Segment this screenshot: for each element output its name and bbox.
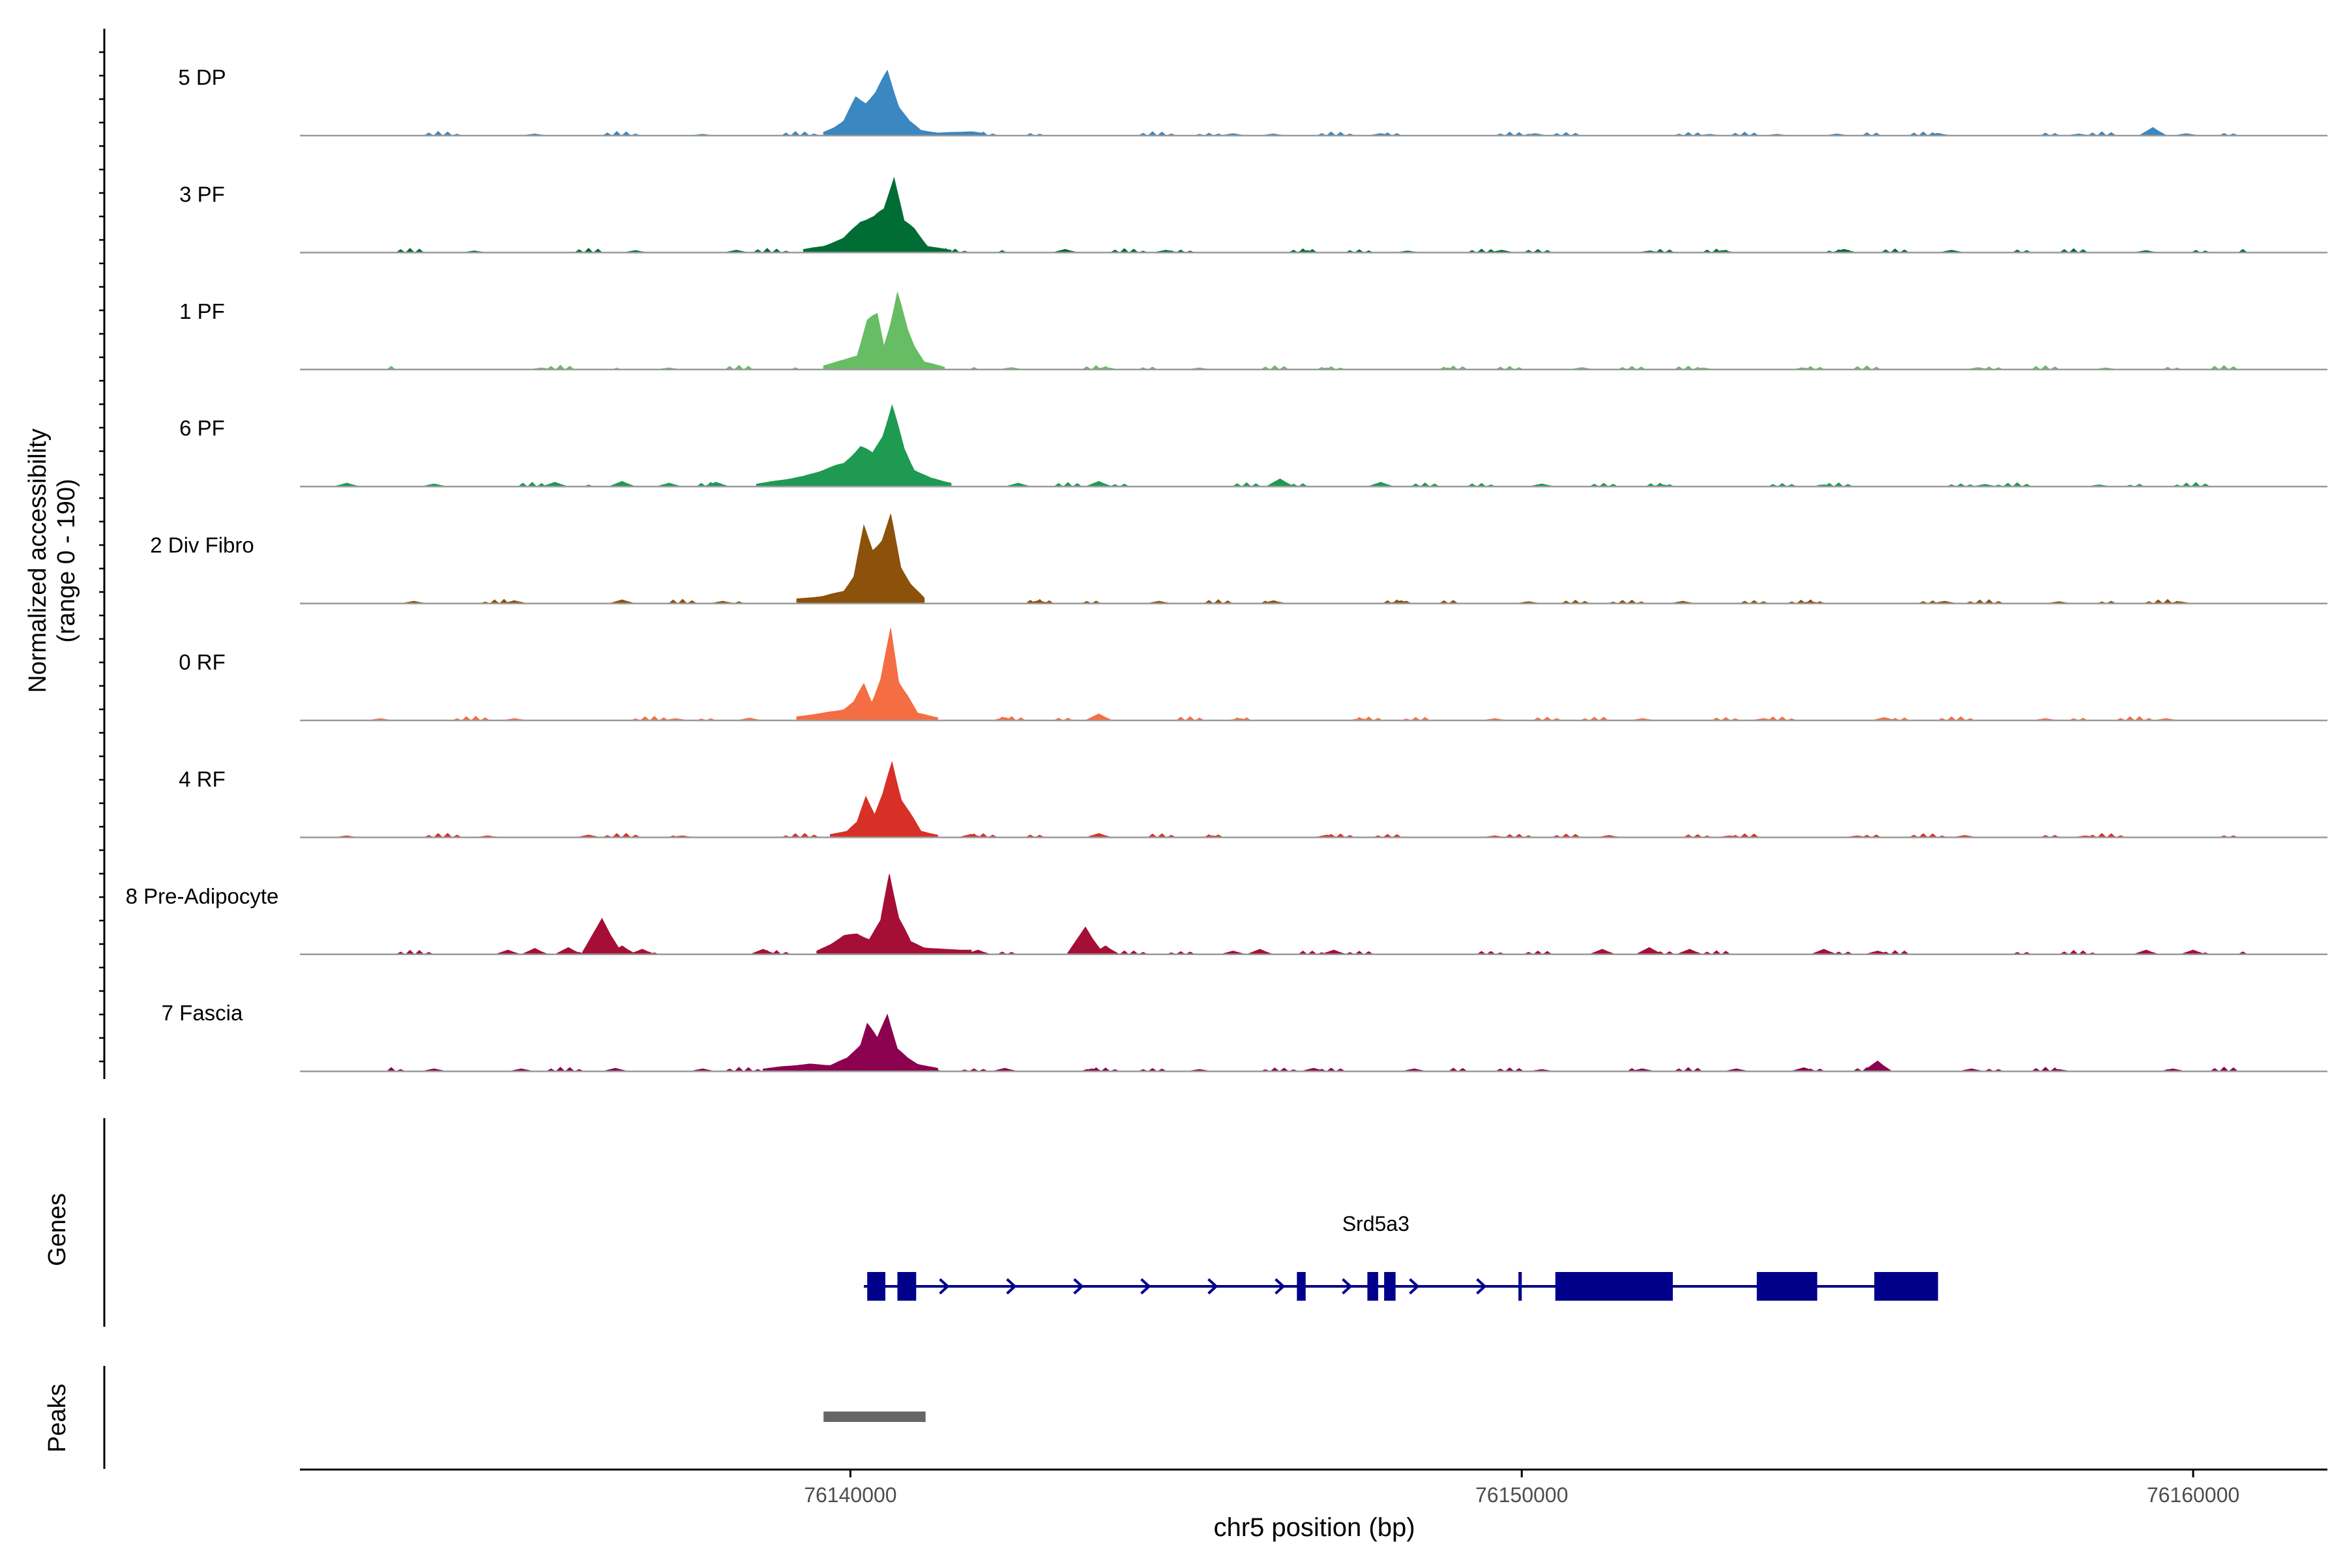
gene-exon	[1756, 1272, 1818, 1301]
coverage-peak	[823, 292, 945, 370]
coverage-peak	[796, 628, 938, 721]
strand-arrow	[1073, 1278, 1084, 1295]
coverage-noise	[424, 130, 2238, 136]
track-label: 1 PF	[179, 299, 225, 323]
gene-exon	[1384, 1272, 1396, 1301]
gene-exon	[1518, 1272, 1522, 1301]
gene-exon	[1367, 1272, 1378, 1301]
coverage-track: 8 Pre-Adipocyte	[126, 874, 2327, 956]
peak-region	[823, 1412, 926, 1422]
strand-arrow	[1342, 1278, 1353, 1295]
coverage-track: 7 Fascia	[162, 1001, 2327, 1072]
track-label: 7 Fascia	[162, 1001, 243, 1025]
coverage-noise	[424, 833, 2238, 838]
y-axis-label-line-2: (range 0 - 190)	[53, 479, 80, 642]
x-axis-tick-label: 76140000	[804, 1483, 896, 1507]
track-label: 5 DP	[178, 65, 226, 89]
coverage-track: 3 PF	[179, 176, 2327, 254]
gene-exon	[1297, 1272, 1306, 1301]
coverage-track: 6 PF	[179, 404, 2327, 488]
coverage-track: 1 PF	[179, 292, 2327, 371]
gene-annotation-panel: Srd5a3	[864, 1212, 1938, 1301]
gene-name-label: Srd5a3	[1342, 1212, 1410, 1235]
strand-arrow	[939, 1278, 950, 1295]
x-axis-tick-label: 76150000	[1475, 1483, 1568, 1507]
track-label: 6 PF	[179, 416, 225, 440]
strand-arrow	[1006, 1278, 1017, 1295]
peaks-panel	[823, 1412, 926, 1422]
coverage-track: 4 RF	[179, 761, 2327, 838]
gene-exon	[867, 1272, 885, 1301]
strand-arrow	[1476, 1278, 1487, 1295]
coverage-track: 2 Div Fibro	[150, 514, 2327, 604]
strand-arrow	[1140, 1278, 1151, 1295]
track-label: 0 RF	[179, 650, 226, 674]
coverage-peak	[756, 404, 952, 487]
gene-exon	[1555, 1272, 1673, 1301]
track-label: 8 Pre-Adipocyte	[126, 884, 279, 908]
peaks-panel-title: Peaks	[44, 1383, 71, 1453]
x-axis-title: chr5 position (bp)	[1213, 1513, 1415, 1542]
x-axis-tick-label: 76160000	[2147, 1483, 2239, 1507]
axes: 76140000 76150000 76160000	[99, 29, 2327, 1507]
coverage-peak	[816, 874, 972, 955]
strand-arrow	[1409, 1278, 1420, 1295]
coverage-peak	[803, 176, 952, 253]
coverage-track: 5 DP	[178, 65, 2327, 137]
gene-model: Srd5a3	[864, 1212, 1938, 1301]
coverage-peak	[796, 514, 925, 604]
track-label: 3 PF	[179, 182, 225, 206]
track-label: 2 Div Fibro	[150, 533, 254, 557]
coverage-peak	[763, 1013, 938, 1072]
genes-panel-title: Genes	[44, 1193, 71, 1266]
coverage-peak	[823, 69, 985, 136]
gene-exon	[897, 1272, 917, 1301]
strand-arrow	[1207, 1278, 1218, 1295]
track-label: 4 RF	[179, 767, 226, 791]
coverage-peak	[830, 761, 938, 838]
coverage-noise	[480, 599, 2181, 604]
gene-exon	[1874, 1272, 1938, 1301]
coverage-y-axis-title: Normalized accessibility (range 0 - 190)	[24, 428, 80, 692]
strand-arrow	[1275, 1278, 1286, 1295]
y-axis-label-line-1: Normalized accessibility	[24, 428, 52, 692]
coverage-tracks: 5 DP 3 PF 1 PF 6 PF 2 Div Fibro 0 RF 4 RF 8 Pre…	[126, 65, 2327, 1072]
coverage-track: 0 RF	[179, 628, 2327, 722]
coverage-noise	[518, 481, 2210, 487]
coverage-noise	[452, 715, 2153, 721]
